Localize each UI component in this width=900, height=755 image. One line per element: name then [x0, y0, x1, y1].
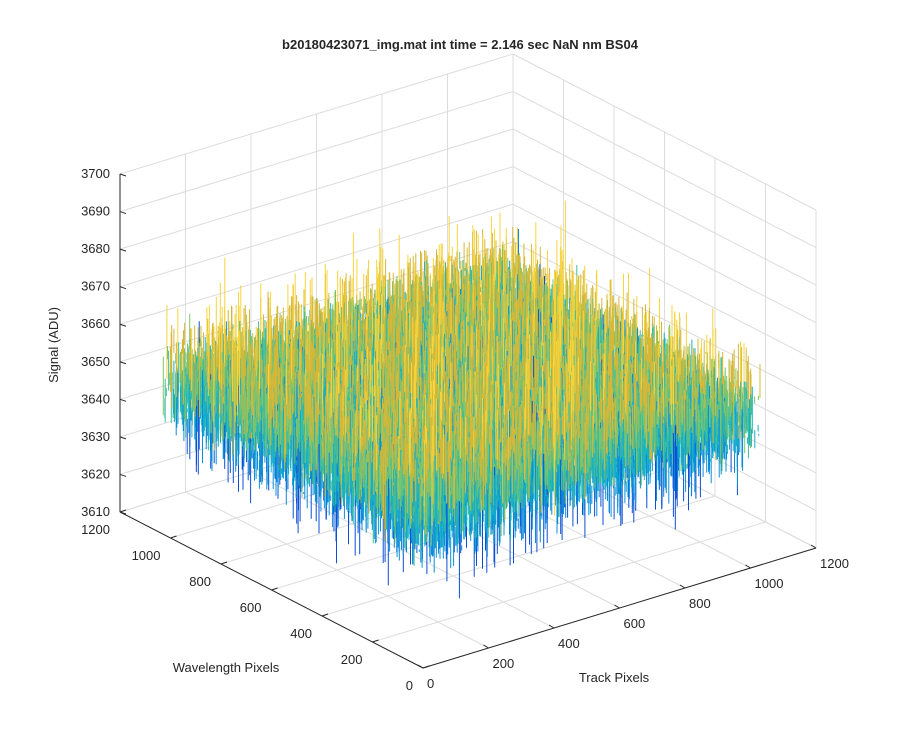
surface-layer — [163, 201, 760, 598]
